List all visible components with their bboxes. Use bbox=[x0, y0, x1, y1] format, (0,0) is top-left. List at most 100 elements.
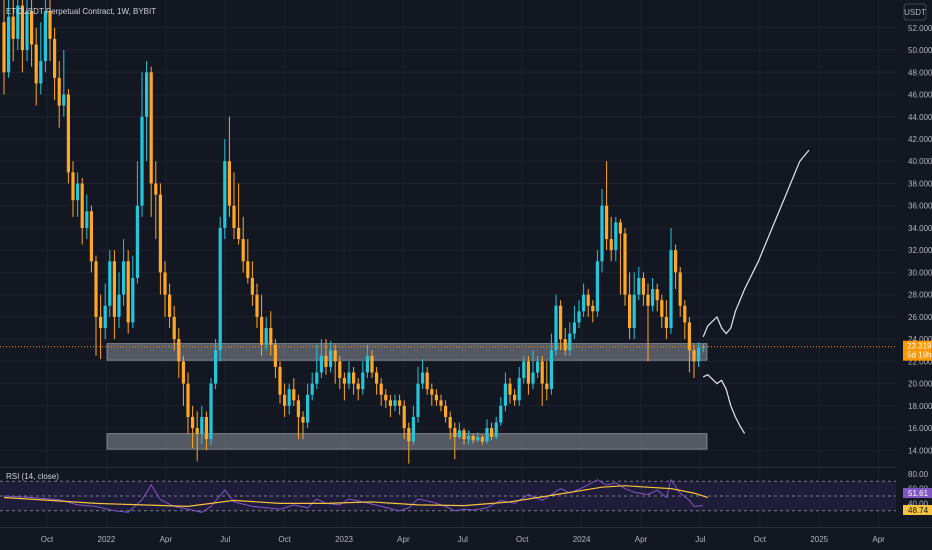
candle bbox=[434, 389, 438, 406]
candle bbox=[563, 328, 567, 356]
price-tick-label: 16.000 bbox=[908, 424, 932, 433]
candle bbox=[572, 305, 576, 340]
candle-body bbox=[195, 428, 199, 434]
candle bbox=[218, 216, 222, 362]
candle bbox=[94, 255, 98, 356]
candle-body bbox=[53, 38, 57, 78]
candle-body bbox=[393, 400, 397, 406]
candle-body bbox=[223, 161, 227, 228]
candle bbox=[66, 88, 70, 184]
rsi-value-tag bbox=[903, 488, 932, 498]
time-tick-label: Oct bbox=[516, 535, 529, 544]
candle-body bbox=[20, 5, 24, 51]
candle bbox=[315, 344, 319, 390]
candle bbox=[324, 339, 328, 375]
candle bbox=[269, 311, 273, 356]
candle bbox=[278, 361, 282, 404]
candle-body bbox=[356, 383, 360, 390]
candle bbox=[135, 161, 139, 284]
candle bbox=[600, 189, 604, 273]
candle-body bbox=[273, 344, 277, 367]
candle-body bbox=[577, 311, 581, 323]
candle-body bbox=[25, 11, 29, 51]
candle bbox=[117, 272, 121, 329]
candle bbox=[651, 277, 655, 312]
candle-body bbox=[421, 372, 425, 384]
candle bbox=[646, 283, 650, 362]
candle-body bbox=[388, 400, 392, 406]
candle-body bbox=[347, 372, 351, 384]
projection-paths[interactable] bbox=[702, 149, 810, 434]
candle bbox=[89, 205, 93, 273]
candle bbox=[499, 396, 503, 426]
price-tick-label: 50.000 bbox=[908, 46, 932, 55]
candle-body bbox=[595, 261, 599, 312]
rsi-ma-line[interactable] bbox=[3, 485, 708, 508]
projection-down-line[interactable] bbox=[702, 374, 746, 434]
candle bbox=[43, 0, 47, 73]
candle-body bbox=[522, 361, 526, 379]
candle bbox=[683, 300, 687, 340]
candle bbox=[485, 419, 489, 444]
candle bbox=[448, 411, 452, 440]
price-axis[interactable]: 14.000 16.000 18.000 20.000 22.000 24.000 26.0… bbox=[908, 24, 932, 456]
candle-body bbox=[319, 355, 323, 373]
candle bbox=[145, 61, 149, 162]
last-price-value: 23.319 bbox=[907, 342, 932, 351]
candle-body bbox=[283, 394, 287, 406]
time-axis[interactable]: Oct 2022 Apr Jul Oct 2023 Apr Jul Oct 2024 Apr Jul O… bbox=[41, 535, 885, 544]
candle-body bbox=[554, 305, 558, 351]
resistance-support-zone[interactable] bbox=[106, 343, 708, 361]
candle-body bbox=[278, 366, 282, 395]
candle-body bbox=[411, 416, 415, 442]
projection-up-line[interactable] bbox=[702, 149, 810, 338]
candle-body bbox=[135, 205, 139, 278]
candle-body bbox=[508, 383, 512, 395]
candle-body bbox=[637, 277, 641, 295]
candle bbox=[200, 405, 204, 445]
candle-body bbox=[71, 172, 75, 201]
candle-body bbox=[66, 94, 70, 173]
candle bbox=[476, 432, 480, 443]
price-tick-label: 28.000 bbox=[908, 291, 932, 300]
rsi-pane[interactable] bbox=[0, 478, 896, 513]
currency-button[interactable]: USDT bbox=[903, 3, 927, 21]
rsi-line[interactable] bbox=[3, 478, 704, 513]
candle-body bbox=[586, 294, 590, 306]
candle-body bbox=[641, 277, 645, 295]
time-tick-label: Apr bbox=[397, 535, 410, 544]
candle-body bbox=[618, 222, 622, 234]
candle bbox=[85, 194, 89, 240]
candle-body bbox=[600, 205, 604, 262]
candle-body bbox=[177, 339, 181, 362]
time-tick-label: Jul bbox=[458, 535, 468, 544]
candle-body bbox=[99, 316, 103, 329]
grid-lines bbox=[0, 0, 896, 527]
candle bbox=[250, 261, 254, 306]
candle-body bbox=[214, 350, 218, 384]
candle bbox=[168, 283, 172, 329]
candle-body bbox=[494, 422, 498, 437]
candle bbox=[370, 350, 374, 379]
price-tick-label: 48.000 bbox=[908, 68, 932, 77]
time-tick-label: Apr bbox=[160, 535, 173, 544]
candle-body bbox=[669, 250, 673, 329]
candle bbox=[582, 283, 586, 317]
support-zone[interactable] bbox=[106, 433, 708, 450]
candle bbox=[361, 361, 365, 395]
candle bbox=[480, 434, 484, 445]
candle-body bbox=[448, 416, 452, 429]
candle-body bbox=[678, 272, 682, 306]
candle-body bbox=[549, 350, 553, 390]
candle-body bbox=[503, 383, 507, 406]
candle bbox=[568, 322, 572, 356]
candle bbox=[181, 355, 185, 406]
candle bbox=[34, 27, 38, 106]
candle bbox=[108, 250, 112, 317]
candle-body bbox=[425, 372, 429, 390]
candle-body bbox=[333, 350, 337, 362]
candle bbox=[444, 400, 448, 423]
candle-body bbox=[246, 261, 250, 278]
candle bbox=[421, 359, 425, 390]
